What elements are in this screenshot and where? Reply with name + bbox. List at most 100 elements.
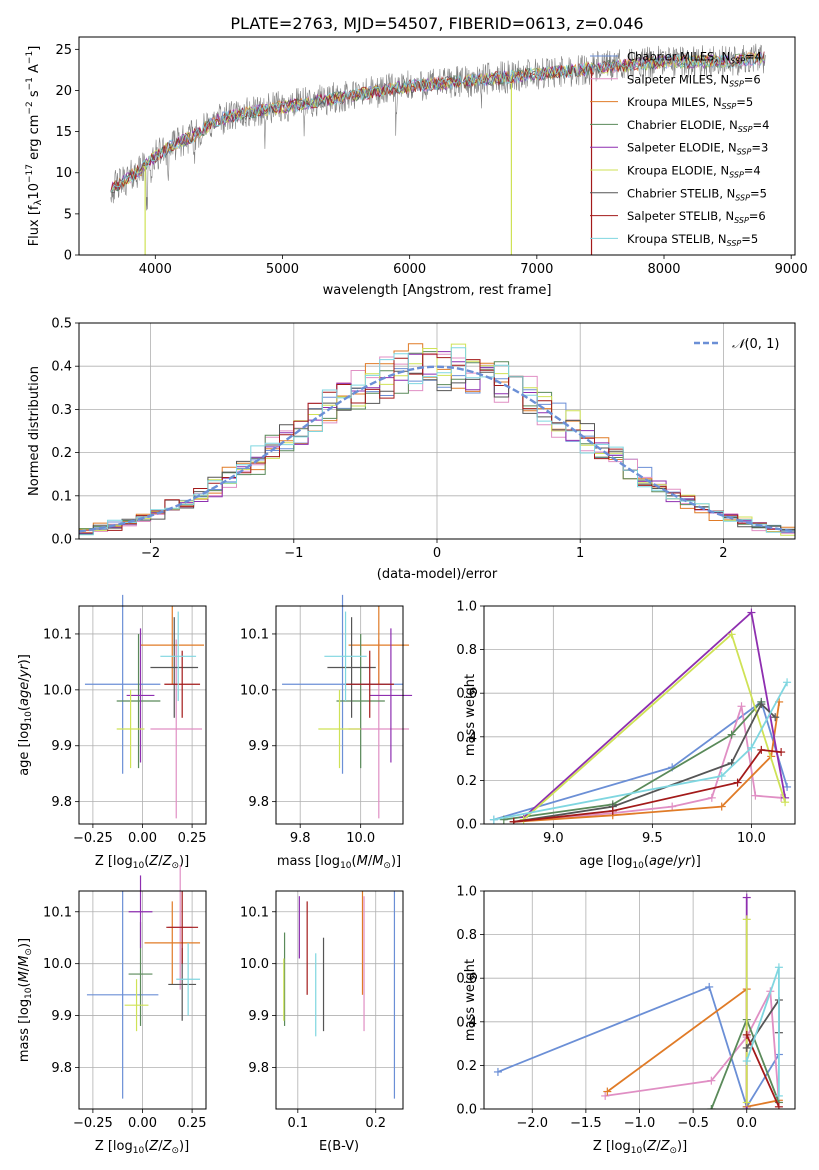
gaussian-curve [79,365,795,533]
tick-label-x: −1.0 [624,1116,656,1131]
spectrum-title: PLATE=2763, MJD=54507, FIBERID=0613, z=0… [230,14,643,33]
tick-label-y: 10.1 [43,627,72,642]
age-vs-mass-axes: 9.8 10.0 9.8 9.9 10.0 10.1 [240,627,375,846]
tick-label-y: 9.9 [51,1009,72,1024]
tick-label-x: −1 [284,546,303,561]
tick-label-x: 0.0 [736,1116,757,1131]
tick-label-x: −0.25 [73,831,113,846]
mass-vs-ebv-axes: 0.1 0.2 9.8 9.9 10.0 10.1 [240,905,386,1131]
tick-label-y: 0.6 [456,687,477,702]
age-vs-mass-frame [275,605,404,825]
tick-label-x: 6000 [393,262,426,277]
tick-label-y: 1.0 [456,885,477,900]
tick-label-x: 7000 [520,262,553,277]
age-vs-mass-xlabel: mass [log10(M/M⊙)] [277,854,401,871]
tick-label-x: 10.0 [737,831,766,846]
legend-label-kroupa-miles: Kroupa MILES, NSSP=5 [627,95,753,111]
mass-weight-vs-age-grid [484,605,795,825]
tick-label-x: 5000 [266,262,299,277]
tick-label-x: 9000 [775,262,808,277]
errorbar-chabrier-stelib [150,617,199,718]
tick-label-x: −2.0 [516,1116,548,1131]
tick-label-y: 25 [55,43,72,58]
errorbar-kroupa-stelib [324,611,367,702]
errorbar-kroupa-stelib [160,611,197,702]
errorbar-salpeter-elodie [369,628,413,763]
tick-label-y: 9.8 [248,795,269,810]
tick-label-y: 0.6 [456,972,477,987]
tick-label-x: 1 [576,546,584,561]
tick-label-y: 10.1 [43,905,72,920]
tick-label-x: 10.0 [346,831,375,846]
tick-label-y: 9.9 [248,1009,269,1024]
errorbar-salpeter-elodie [126,628,155,763]
legend-label-salpeter-stelib: Salpeter STELIB, NSSP=6 [627,209,766,225]
mass-weight-vs-z-xlabel: Z [log10(Z/Z⊙)] [593,1139,687,1156]
histogram-ylabel: Normed distribution [27,366,42,496]
tick-label-x: 2 [719,546,727,561]
mass-vs-ebv-frame [275,890,404,1110]
tick-label-x: 0.2 [365,1116,386,1131]
weight-line-kroupa-stelib [493,681,788,821]
tick-label-x: 0.00 [128,831,157,846]
age-vs-z-grid [79,606,206,824]
errorbar-kroupa-miles [140,606,205,685]
tick-label-y: 0.8 [456,643,477,658]
tick-label-y: 15 [55,125,72,140]
tick-label-x: 0.25 [178,1116,207,1131]
errorbar-chabrier-elodie [116,633,161,769]
weight-line-chabrier-elodie [503,701,762,821]
errorbar-salpeter-stelib [166,891,199,964]
errorbar-chabrier-elodie [336,633,385,769]
legend-label-salpeter-miles: Salpeter MILES, NSSP=6 [627,72,761,88]
tick-label-x: 9.5 [642,831,663,846]
tick-label-x: 4000 [139,262,172,277]
spectrum-plot [110,43,766,255]
tick-label-y: 0.2 [456,774,477,789]
errorbar-chabrier-stelib [327,617,376,718]
age-vs-z-xlabel: Z [log10(Z/Z⊙)] [95,854,189,871]
tick-label-x: 0 [433,546,441,561]
tick-label-x: −2 [141,546,160,561]
errorbar-chabrier-miles [86,891,159,1099]
errorbar-salpeter-stelib [345,650,394,718]
mass-weight-vs-z-plot [493,893,783,1109]
mass-vs-ebv-xlabel: E(B-V) [319,1139,359,1154]
histogram-xlabel: (data-model)/error [377,567,498,582]
tick-label-y: 0.2 [456,1059,477,1074]
tick-label-y: 0.8 [456,928,477,943]
tick-label-x: 9.8 [290,831,311,846]
errorbar-kroupa-miles [144,901,201,985]
errorbar-kroupa-miles [348,606,410,685]
spectrum-legend: Chabrier MILES, NSSP=4 Salpeter MILES, NS… [590,50,769,248]
errorbar-chabrier-miles [84,594,161,774]
tick-label-y: 9.8 [248,1061,269,1076]
tick-label-y: 9.8 [51,1061,72,1076]
legend-label-chabrier-stelib: Chabrier STELIB, NSSP=5 [627,186,767,202]
mass-vs-z-ylabel: mass [log10(M/M⊙)] [17,938,34,1062]
legend-label-kroupa-elodie: Kroupa ELODIE, NSSP=4 [627,164,761,180]
tick-label-y: 0.1 [51,489,72,504]
histogram-legend: 𝒩(0, 1) [694,337,779,352]
mass-vs-z-xlabel: Z [log10(Z/Z⊙)] [95,1139,189,1156]
tick-label-y: 9.8 [51,795,72,810]
mass-weight-vs-z-ylabel: mass weight [463,959,478,1041]
mass-vs-z-plot [86,865,201,1099]
tick-label-y: 0.4 [456,730,477,745]
legend-label-chabrier-miles: Chabrier MILES, NSSP=4 [627,50,762,66]
mass-weight-vs-age-plot [489,608,792,824]
spectrum-axes: 4000 5000 6000 7000 8000 9000 0 5 10 15 20 25 [55,43,807,277]
tick-label-x: −1.5 [570,1116,602,1131]
tick-label-x: 9.0 [543,831,564,846]
histogram-plot [79,343,795,537]
weight-line-chabrier-elodie [710,1017,780,1109]
errorbar-salpeter-stelib [164,650,201,718]
tick-label-y: 10.0 [43,683,72,698]
tick-label-x: −0.5 [677,1116,709,1131]
tick-label-x: 0.00 [128,1116,157,1131]
tick-label-y: 9.9 [51,739,72,754]
tick-label-x: 0.25 [178,831,207,846]
weight-line-chabrier-miles [497,985,780,1109]
mass-weight-vs-z-axes: −2.0 −1.5 −1.0 −0.5 0.0 0.0 0.2 0.4 0.6 0.8 1.0 [456,885,757,1132]
